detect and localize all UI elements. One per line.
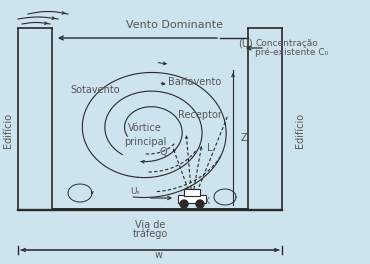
Text: Via de: Via de (135, 220, 165, 230)
Text: Barlavento: Barlavento (168, 77, 222, 87)
Circle shape (180, 200, 188, 208)
Text: (U): (U) (238, 38, 253, 48)
Text: Edifício: Edifício (295, 112, 305, 148)
Bar (178, 195, 206, 203)
Text: L: L (207, 143, 213, 153)
Text: Edifício: Edifício (3, 112, 13, 148)
Text: Sotavento: Sotavento (70, 85, 120, 95)
Text: tráfego: tráfego (132, 229, 168, 239)
Text: Concentração: Concentração (255, 39, 318, 48)
Text: Uₛ: Uₛ (130, 187, 140, 196)
Circle shape (196, 200, 204, 208)
Text: Vórtice
principal: Vórtice principal (124, 123, 166, 147)
Bar (184, 189, 200, 196)
Text: Receptor: Receptor (178, 110, 222, 120)
Text: Q: Q (159, 147, 167, 157)
Text: pré-existente C₀: pré-existente C₀ (255, 47, 328, 57)
Text: w: w (155, 250, 163, 260)
Text: Vento Dominante: Vento Dominante (127, 20, 223, 30)
Text: Z: Z (241, 133, 248, 143)
Text: X: X (204, 197, 210, 206)
